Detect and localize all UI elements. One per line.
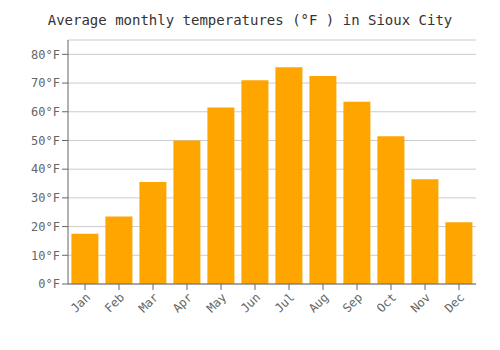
svg-text:0°F: 0°F bbox=[38, 277, 60, 291]
svg-text:50°F: 50°F bbox=[31, 134, 60, 148]
svg-text:Nov: Nov bbox=[408, 290, 433, 315]
svg-text:80°F: 80°F bbox=[31, 48, 60, 62]
svg-text:30°F: 30°F bbox=[31, 191, 60, 205]
svg-text:Aug: Aug bbox=[306, 290, 331, 315]
svg-text:Jun: Jun bbox=[238, 290, 263, 315]
svg-text:70°F: 70°F bbox=[31, 76, 60, 90]
svg-text:Oct: Oct bbox=[374, 290, 399, 315]
svg-text:20°F: 20°F bbox=[31, 220, 60, 234]
html-text:Average monthly temperatures (: Average monthly temperatures (°F ) in Si… bbox=[47, 12, 453, 28]
svg-text:Jan: Jan bbox=[68, 290, 93, 315]
svg-text:10°F: 10°F bbox=[31, 249, 60, 263]
svg-text:40°F: 40°F bbox=[31, 162, 60, 176]
svg-text:Dec: Dec bbox=[442, 290, 467, 315]
svg-text:60°F: 60°F bbox=[31, 105, 60, 119]
svg-text:Sep: Sep bbox=[340, 290, 365, 315]
svg-text:Feb: Feb bbox=[102, 290, 127, 315]
svg-text:Apr: Apr bbox=[170, 290, 195, 315]
svg-text:Mar: Mar bbox=[136, 290, 161, 315]
svg-text:May: May bbox=[204, 290, 229, 315]
svg-text:Jul: Jul bbox=[272, 290, 297, 315]
